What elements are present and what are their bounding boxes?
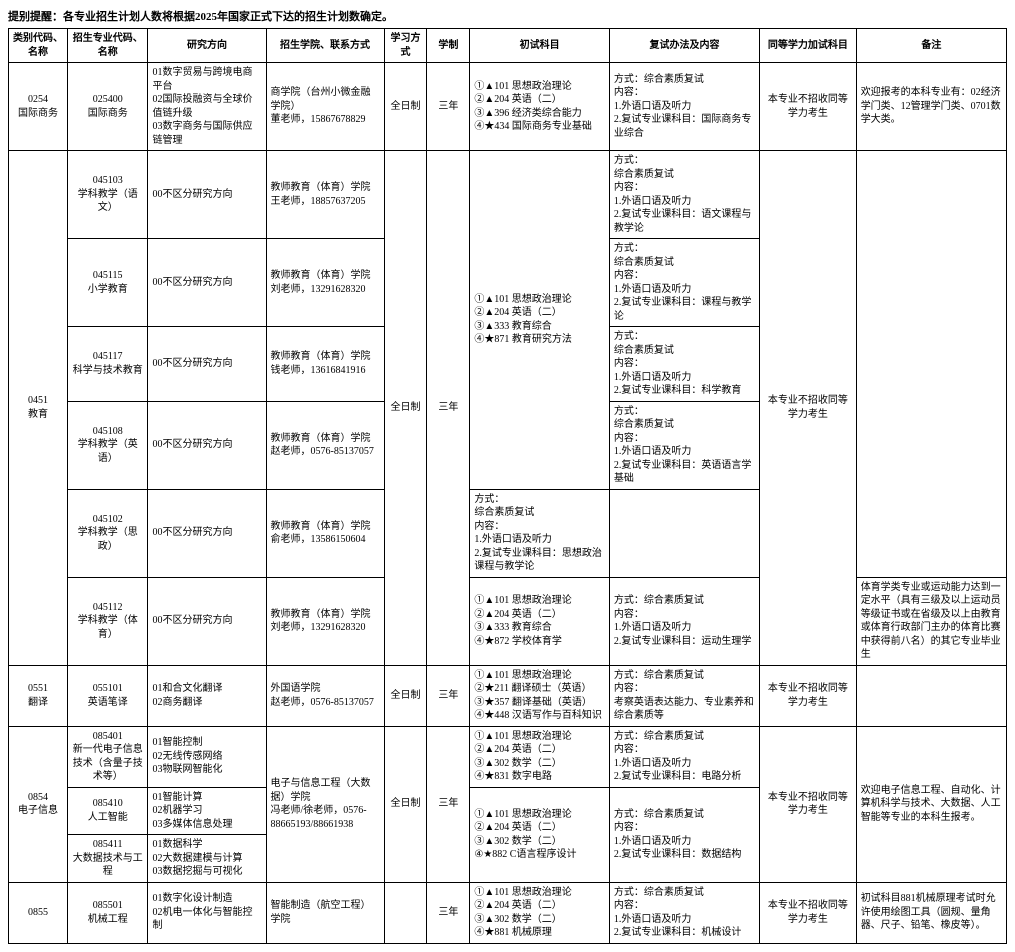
cell-same: 本专业不招收同等学力考生: [760, 63, 857, 151]
cell-dur: 三年: [427, 882, 470, 943]
table-header-row: 类别代码、名称 招生专业代码、名称 研究方向 招生学院、联系方式 学习方式 学制…: [9, 29, 1007, 63]
cell-prof: 085501 机械工程: [68, 882, 148, 943]
cell-prof: 045112 学科教学（体育）: [68, 577, 148, 665]
cell-cat: 0254 国际商务: [9, 63, 68, 151]
cell-ret: 方式：综合素质复试 内容： 1.外语口语及听力 2.复试专业课科目：数据结构: [609, 787, 759, 882]
cell-ret: 方式： 综合素质复试 内容： 1.外语口语及听力 2.复试专业课科目：科学教育: [609, 327, 759, 402]
cell-dept: 教师教育（体育）学院 赵老师，0576-85137057: [266, 401, 384, 489]
cell-cat: 0855: [9, 882, 68, 943]
cell-ret: 方式：综合素质复试 内容： 1.外语口语及听力 2.复试专业课科目：运动生理学: [609, 577, 759, 665]
cell-same: 本专业不招收同等学力考生: [760, 151, 857, 666]
cell-dur: 三年: [427, 726, 470, 882]
cell-dir: 00不区分研究方向: [148, 577, 266, 665]
cell-dept: 外国语学院 赵老师，0576-85137057: [266, 665, 384, 726]
cell-init: ①▲101 思想政治理论 ②▲204 英语（二） ③▲396 经济类综合能力 ④…: [470, 63, 610, 151]
table-row: 045112 学科教学（体育）00不区分研究方向教师教育（体育）学院 刘老师，1…: [9, 577, 1007, 665]
cell-prof: 055101 英语笔译: [68, 665, 148, 726]
cell-dir: 00不区分研究方向: [148, 151, 266, 239]
cell-cat: 0854 电子信息: [9, 726, 68, 882]
col-header: 学习方式: [384, 29, 427, 63]
cell-cat: 0551 翻译: [9, 665, 68, 726]
cell-dur: 三年: [427, 665, 470, 726]
cell-mode: [384, 882, 427, 943]
cell-note: 初试科目881机械原理考试时允许使用绘图工具（圆规、量角器、尺子、铅笔、橡皮等）…: [856, 882, 1006, 943]
cell-dir: 01智能控制 02无线传感网络 03物联网智能化: [148, 726, 266, 787]
cell-dept: 商学院（台州小微金融学院） 董老师，15867678829: [266, 63, 384, 151]
cell-init: ①▲101 思想政治理论 ②▲204 英语（二） ③▲302 数学（二） ④★8…: [470, 882, 610, 943]
cell-dir: 00不区分研究方向: [148, 489, 266, 577]
col-header: 初试科目: [470, 29, 610, 63]
cell-note: 欢迎报考的本科专业有：02经济学门类、12管理学门类、0701数学大类。: [856, 63, 1006, 151]
col-header: 同等学力加试科目: [760, 29, 857, 63]
cell-dir: 01数据科学 02大数据建模与计算 03数据挖掘与可视化: [148, 835, 266, 883]
cell-prof: 045102 学科教学（思政）: [68, 489, 148, 577]
cell-note: 体育学类专业或运动能力达到一定水平（具有三级及以上运动员等级证书或在省级及以上由…: [856, 577, 1006, 665]
cell-same: 本专业不招收同等学力考生: [760, 665, 857, 726]
cell-mode: 全日制: [384, 151, 427, 666]
cell-dept: 教师教育（体育）学院 俞老师，13586150604: [266, 489, 384, 577]
cell-dir: 00不区分研究方向: [148, 239, 266, 327]
cell-prof: 045117 科学与技术教育: [68, 327, 148, 402]
cell-dir: 00不区分研究方向: [148, 401, 266, 489]
cell-prof: 085410 人工智能: [68, 787, 148, 835]
table-row: 0451 教育045103 学科教学（语文）00不区分研究方向教师教育（体育）学…: [9, 151, 1007, 239]
cell-dir: 00不区分研究方向: [148, 327, 266, 402]
cell-cat: 0451 教育: [9, 151, 68, 666]
cell-prof: 025400 国际商务: [68, 63, 148, 151]
cell-dept: 教师教育（体育）学院 刘老师，13291628320: [266, 239, 384, 327]
cell-init: ①▲101 思想政治理论 ②▲204 英语（二） ③▲302 数学（二） ④★8…: [470, 787, 610, 882]
table-row: 0855085501 机械工程01数字化设计制造 02机电一体化与智能控制智能制…: [9, 882, 1007, 943]
cell-init: ①▲101 思想政治理论 ②★211 翻译硕士（英语） ③★357 翻译基础（英…: [470, 665, 610, 726]
cell-same: 本专业不招收同等学力考生: [760, 726, 857, 882]
col-header: 招生专业代码、名称: [68, 29, 148, 63]
cell-prof: 085401 新一代电子信息技术（含量子技术等）: [68, 726, 148, 787]
cell-same: 本专业不招收同等学力考生: [760, 882, 857, 943]
top-notice: 提别提醒：各专业招生计划人数将根据2025年国家正式下达的招生计划数确定。: [8, 8, 1007, 24]
cell-mode: 全日制: [384, 726, 427, 882]
cell-ret: 方式： 综合素质复试 内容： 1.外语口语及听力 2.复试专业课科目：语文课程与…: [609, 151, 759, 239]
cell-ret: 方式：综合素质复试 内容： 1.外语口语及听力 2.复试专业课科目：国际商务专业…: [609, 63, 759, 151]
col-header: 学制: [427, 29, 470, 63]
cell-prof: 045103 学科教学（语文）: [68, 151, 148, 239]
cell-dur: 三年: [427, 151, 470, 666]
col-header: 研究方向: [148, 29, 266, 63]
cell-ret: 方式：综合素质复试 内容： 考察英语表达能力、专业素养和综合素质等: [609, 665, 759, 726]
cell-dept: 教师教育（体育）学院 刘老师，13291628320: [266, 577, 384, 665]
cell-note: [856, 665, 1006, 726]
cell-init: ①▲101 思想政治理论 ②▲204 英语（二） ③▲333 教育综合 ④★87…: [470, 577, 610, 665]
cell-dept: 电子与信息工程（大数据）学院 冯老师/徐老师，0576-88665193/886…: [266, 726, 384, 882]
col-header: 类别代码、名称: [9, 29, 68, 63]
table-row: 0254 国际商务025400 国际商务01数字贸易与跨境电商平台 02国际投融…: [9, 63, 1007, 151]
cell-dept: 教师教育（体育）学院 钱老师，13616841916: [266, 327, 384, 402]
col-header: 备注: [856, 29, 1006, 63]
cell-prof: 085411 大数据技术与工程: [68, 835, 148, 883]
cell-ret: 方式：综合素质复试 内容： 1.外语口语及听力 2.复试专业课科目：电路分析: [609, 726, 759, 787]
cell-ret: 方式： 综合素质复试 内容： 1.外语口语及听力 2.复试专业课科目：英语语言学…: [609, 401, 759, 489]
cell-dept: 教师教育（体育）学院 王老师，18857637205: [266, 151, 384, 239]
cell-dir: 01智能计算 02机器学习 03多媒体信息处理: [148, 787, 266, 835]
cell-init: ①▲101 思想政治理论 ②▲204 英语（二） ③▲333 教育综合 ④★87…: [470, 151, 610, 490]
admissions-table: 类别代码、名称 招生专业代码、名称 研究方向 招生学院、联系方式 学习方式 学制…: [8, 28, 1007, 944]
cell-dept: 智能制造（航空工程）学院: [266, 882, 384, 943]
cell-ret: 方式： 综合素质复试 内容： 1.外语口语及听力 2.复试专业课科目：课程与教学…: [609, 239, 759, 327]
cell-dur: 三年: [427, 63, 470, 151]
cell-init: ①▲101 思想政治理论 ②▲204 英语（二） ③▲302 数学（二） ④★8…: [470, 726, 610, 787]
cell-dir: 01数字贸易与跨境电商平台 02国际投融资与全球价值链升级 03数字商务与国际供…: [148, 63, 266, 151]
cell-mode: 全日制: [384, 63, 427, 151]
cell-ret: 方式： 综合素质复试 内容： 1.外语口语及听力 2.复试专业课科目：思想政治课…: [470, 489, 610, 577]
col-header: 复试办法及内容: [609, 29, 759, 63]
cell-note: 欢迎电子信息工程、自动化、计算机科学与技术、大数据、人工智能等专业的本科生报考。: [856, 726, 1006, 882]
cell-prof: 045115 小学教育: [68, 239, 148, 327]
col-header: 招生学院、联系方式: [266, 29, 384, 63]
cell-prof: 045108 学科教学（英语）: [68, 401, 148, 489]
table-row: 0854 电子信息085401 新一代电子信息技术（含量子技术等）01智能控制 …: [9, 726, 1007, 787]
cell-note: [856, 151, 1006, 578]
cell-ret: 方式：综合素质复试 内容： 1.外语口语及听力 2.复试专业课科目：机械设计: [609, 882, 759, 943]
cell-dir: 01和合文化翻译 02商务翻译: [148, 665, 266, 726]
table-row: 0551 翻译055101 英语笔译01和合文化翻译 02商务翻译外国语学院 赵…: [9, 665, 1007, 726]
cell-mode: 全日制: [384, 665, 427, 726]
cell-dir: 01数字化设计制造 02机电一体化与智能控制: [148, 882, 266, 943]
